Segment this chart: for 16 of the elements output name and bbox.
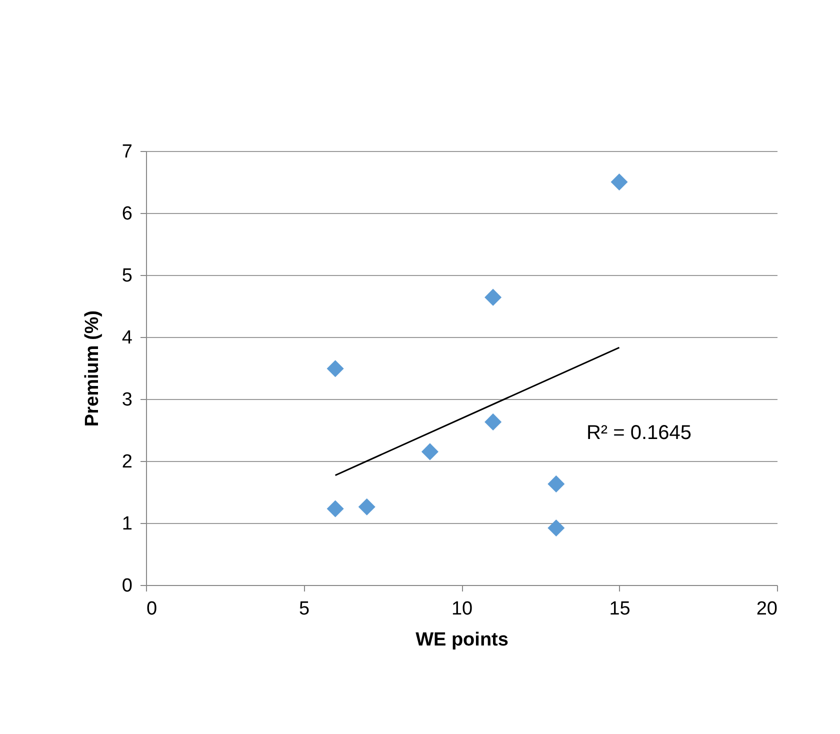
y-tick-label: 2 bbox=[122, 452, 132, 472]
x-axis-title: WE points bbox=[416, 630, 508, 650]
x-tick-label: 0 bbox=[146, 598, 158, 620]
y-tick-label: 0 bbox=[122, 576, 132, 596]
x-tick-label: 5 bbox=[298, 598, 310, 620]
y-tick-label: 7 bbox=[122, 142, 132, 162]
y-tick-label: 1 bbox=[122, 514, 132, 534]
annotation: R² = 0.1645 bbox=[586, 422, 692, 444]
x-tick-label: 15 bbox=[609, 598, 630, 620]
x-tick-label: 10 bbox=[451, 598, 473, 620]
y-tick-label: 5 bbox=[122, 266, 132, 286]
y-tick-label: 4 bbox=[122, 328, 133, 348]
x-tick-label: 20 bbox=[756, 598, 778, 620]
y-axis-title: Premium (%) bbox=[82, 310, 103, 427]
y-tick-label: 3 bbox=[122, 390, 132, 410]
y-tick-label: 6 bbox=[122, 204, 132, 224]
